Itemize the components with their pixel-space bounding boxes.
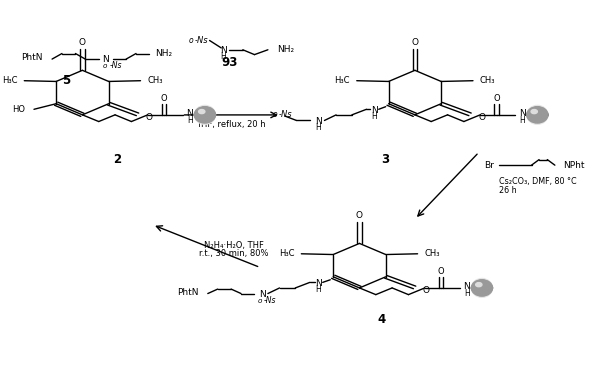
Ellipse shape [199,110,205,114]
Text: THF, reflux, 20 h: THF, reflux, 20 h [196,120,266,129]
Text: N: N [315,279,322,288]
Text: O: O [493,94,500,104]
Text: O: O [356,211,363,220]
Text: CH₃: CH₃ [425,249,440,258]
Ellipse shape [476,283,482,287]
Ellipse shape [472,282,493,294]
Text: O: O [478,113,485,122]
Text: H: H [315,123,321,132]
Ellipse shape [194,110,215,119]
Text: NPht: NPht [563,160,585,170]
Text: -Ns: -Ns [264,297,276,306]
Ellipse shape [527,109,548,121]
Text: H: H [316,285,322,294]
Text: O: O [161,94,167,104]
Ellipse shape [472,284,493,292]
Text: o: o [103,63,107,69]
Text: H: H [520,116,525,125]
Text: N: N [314,117,322,126]
Text: o: o [272,110,277,119]
Ellipse shape [194,109,215,121]
Text: N: N [187,109,193,118]
Ellipse shape [472,280,493,296]
Text: o: o [257,298,262,304]
Ellipse shape [472,279,493,297]
Text: NH₂: NH₂ [277,45,294,54]
Text: O: O [412,38,418,47]
Ellipse shape [527,110,548,119]
Ellipse shape [194,106,215,123]
Text: N: N [259,290,265,299]
Text: 5: 5 [62,74,70,87]
Text: 2: 2 [113,153,121,166]
Text: N: N [220,46,227,56]
Text: r.t., 30 min, 80%: r.t., 30 min, 80% [199,249,269,258]
Ellipse shape [194,112,215,118]
Text: O: O [422,286,430,295]
Text: N₂H₄·H₂O, THF: N₂H₄·H₂O, THF [204,241,264,250]
Text: H₃C: H₃C [279,249,295,258]
Text: H₃C: H₃C [334,76,350,85]
Ellipse shape [531,110,538,114]
Text: N: N [103,55,109,64]
Text: HO: HO [12,105,25,114]
Text: N: N [519,109,526,118]
Text: H₃C: H₃C [2,76,17,85]
Text: 3: 3 [382,153,390,166]
Text: 26 h: 26 h [499,186,517,195]
Text: O: O [438,267,445,276]
Text: H: H [187,116,193,125]
Text: -Ns: -Ns [109,61,122,70]
Text: N: N [371,106,377,115]
Ellipse shape [472,280,493,296]
Text: o: o [188,36,193,45]
Text: H: H [371,112,377,121]
Text: O: O [146,113,152,122]
Text: 93: 93 [222,56,238,69]
Text: O: O [79,38,86,47]
Text: CH₃: CH₃ [148,76,163,85]
Text: N: N [463,282,470,291]
Text: NH₂: NH₂ [155,49,172,58]
Text: Cs₂CO₃, DMF, 80 °C: Cs₂CO₃, DMF, 80 °C [499,177,577,186]
Text: PhtN: PhtN [178,288,199,297]
Text: -Ns: -Ns [194,36,208,45]
Text: H: H [221,53,226,62]
Ellipse shape [527,112,548,118]
Text: PhtN: PhtN [21,54,43,63]
Ellipse shape [472,285,493,291]
Ellipse shape [527,107,548,123]
Ellipse shape [527,106,548,123]
Text: CH₃: CH₃ [480,76,496,85]
Text: 4: 4 [377,313,386,326]
Text: Br: Br [484,160,494,170]
Ellipse shape [194,107,215,123]
Ellipse shape [527,105,548,124]
Ellipse shape [194,105,215,124]
Text: -Ns: -Ns [279,110,293,119]
Text: H: H [464,290,470,298]
